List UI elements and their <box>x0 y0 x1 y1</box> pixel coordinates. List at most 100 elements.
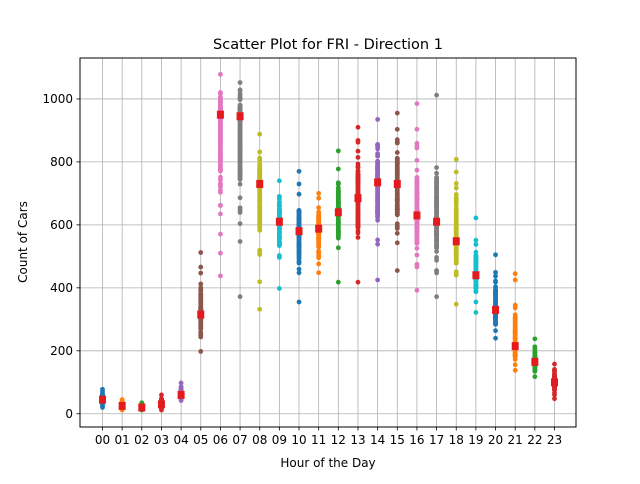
data-point <box>434 257 439 263</box>
data-point <box>414 287 420 293</box>
data-point <box>276 206 282 211</box>
data-point <box>414 264 420 270</box>
data-point <box>276 200 282 205</box>
data-point <box>434 165 439 170</box>
data-point <box>453 198 459 204</box>
data-point <box>552 361 557 367</box>
data-point <box>237 87 243 93</box>
data-point <box>355 139 361 145</box>
data-point <box>473 309 479 315</box>
data-point <box>394 268 400 273</box>
data-point <box>473 299 479 305</box>
data-point <box>493 320 498 326</box>
data-point <box>316 190 322 196</box>
data-point <box>355 148 361 154</box>
data-point <box>414 245 420 251</box>
data-point <box>237 195 243 201</box>
x-tick-label: 14 <box>370 433 385 447</box>
data-point <box>394 230 400 236</box>
data-point <box>453 301 459 307</box>
data-point <box>493 252 498 258</box>
data-point <box>316 209 322 215</box>
data-point <box>512 356 518 362</box>
data-point <box>532 352 538 357</box>
mean-marker <box>511 342 519 351</box>
data-point <box>355 235 361 240</box>
x-tick-label: 18 <box>449 433 464 447</box>
data-point <box>237 294 243 300</box>
data-point <box>414 167 420 173</box>
data-point <box>552 374 557 380</box>
data-point <box>434 268 439 273</box>
x-tick-label: 01 <box>115 433 130 447</box>
data-point <box>552 396 557 402</box>
data-point <box>237 80 243 85</box>
data-point <box>296 168 302 174</box>
data-point <box>414 157 420 163</box>
data-point <box>218 183 223 189</box>
data-point <box>512 362 518 368</box>
data-point <box>375 143 381 149</box>
data-point <box>394 224 400 230</box>
data-point <box>394 240 400 246</box>
data-point <box>237 181 243 187</box>
data-point <box>453 181 459 186</box>
x-tick-label: 03 <box>154 433 169 447</box>
data-point <box>296 181 302 187</box>
y-tick-label: 600 <box>50 218 73 232</box>
x-tick-label: 06 <box>213 433 228 447</box>
x-tick-label: 08 <box>252 433 267 447</box>
data-point <box>335 189 341 194</box>
data-point <box>394 126 400 132</box>
data-point <box>493 273 498 279</box>
data-point <box>335 245 341 251</box>
data-point <box>355 154 361 160</box>
data-point <box>257 131 263 137</box>
data-point <box>237 91 243 97</box>
data-point <box>218 203 223 208</box>
data-point <box>198 264 204 270</box>
plot-frame <box>79 57 577 428</box>
data-point <box>316 270 322 276</box>
mean-marker <box>315 224 323 233</box>
x-axis-label: Hour of the Day <box>280 456 375 470</box>
x-tick-label: 20 <box>488 433 503 447</box>
data-point <box>198 281 204 287</box>
data-point <box>355 279 361 285</box>
data-point <box>512 302 518 308</box>
data-point <box>237 209 243 215</box>
mean-marker <box>99 395 106 404</box>
y-tick-label: 400 <box>50 281 73 295</box>
data-point <box>218 250 223 256</box>
data-point <box>198 331 204 337</box>
data-point <box>493 335 498 341</box>
data-point <box>296 299 302 305</box>
data-point <box>335 166 341 172</box>
data-point <box>532 344 538 350</box>
mean-marker <box>433 217 441 226</box>
x-tick-label: 13 <box>350 433 365 447</box>
data-point <box>257 279 263 285</box>
data-point <box>473 215 479 221</box>
data-point <box>296 208 302 214</box>
data-point <box>414 143 420 149</box>
data-point <box>453 185 459 191</box>
x-tick-label: 10 <box>291 433 306 447</box>
data-point <box>375 158 381 164</box>
data-point <box>493 269 498 275</box>
data-point <box>394 150 400 155</box>
data-point <box>375 277 381 283</box>
x-tick-label: 07 <box>232 433 247 447</box>
data-point <box>237 221 243 227</box>
data-point <box>218 98 223 103</box>
series-hour-18 <box>453 156 459 307</box>
x-tick-label: 23 <box>547 433 562 447</box>
data-point <box>453 210 459 216</box>
x-tick-label: 00 <box>95 433 110 447</box>
data-point <box>375 153 381 159</box>
data-point <box>512 367 518 373</box>
data-point <box>355 230 361 236</box>
mean-marker <box>472 271 480 280</box>
